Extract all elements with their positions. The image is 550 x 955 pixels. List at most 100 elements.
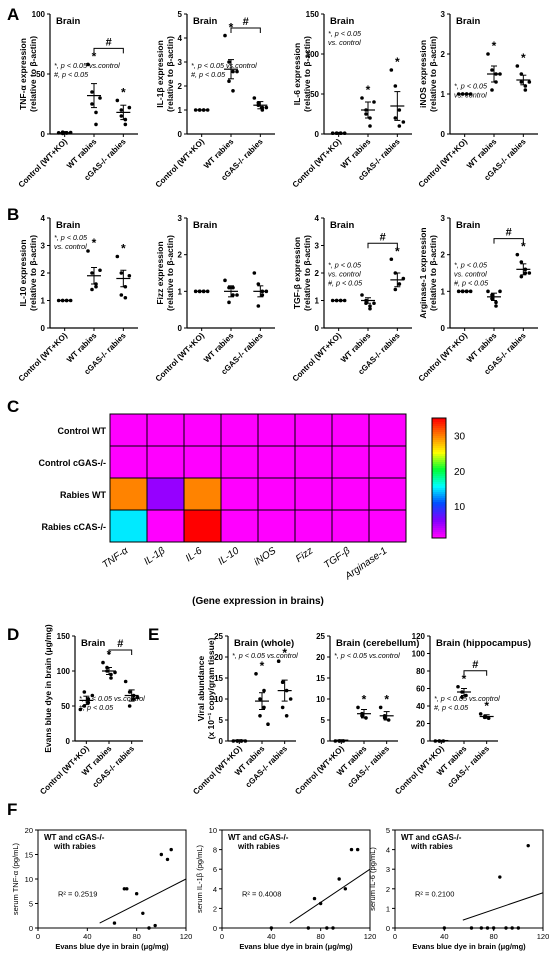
colorbar-segment: [432, 448, 446, 451]
heatmap-cell: [294, 413, 333, 447]
y-tick-label: 100: [57, 667, 71, 676]
hash-mark: #: [506, 227, 512, 239]
regression-line: [99, 878, 187, 924]
colorbar-tick-label: 10: [454, 502, 466, 513]
data-point: [90, 102, 94, 106]
y-tick-label: 120: [412, 632, 426, 641]
heatmap-cell: [220, 445, 259, 479]
data-point: [90, 693, 95, 698]
heatmap-col-label: TGF-β: [322, 545, 352, 571]
heatmap-cell: [368, 477, 407, 511]
colorbar-segment: [432, 492, 446, 495]
data-point: [337, 877, 341, 881]
data-point: [169, 847, 173, 852]
y-axis-label: IL-6 expression: [292, 43, 302, 105]
data-point: [368, 306, 372, 311]
y-tick-label: 4: [178, 34, 183, 43]
data-point: [258, 714, 262, 718]
y-tick-label: 4: [315, 214, 320, 223]
colorbar-segment: [432, 464, 446, 467]
colorbar-segment: [432, 500, 446, 503]
y-tick-label: 2: [315, 269, 320, 278]
x-tick-label: Control (WT+KO): [417, 331, 470, 384]
heatmap-cell: [368, 509, 407, 543]
colorbar-segment: [432, 512, 446, 515]
data-point: [490, 293, 494, 297]
data-point: [490, 68, 494, 72]
data-point: [343, 887, 348, 891]
regression-line: [289, 868, 371, 924]
data-point: [94, 122, 98, 127]
hash-bracket: [463, 670, 488, 676]
data-point: [523, 271, 528, 275]
hash-bracket: [93, 47, 124, 54]
colorbar-segment: [432, 530, 446, 533]
chart-title-2: with rabies: [237, 842, 280, 851]
y-tick-label: 1: [441, 287, 446, 296]
significance-legend: #, p < 0.05: [434, 703, 469, 712]
colorbar-segment: [432, 534, 446, 537]
data-point: [269, 926, 274, 930]
y-axis-label-2: (relative to β-actin): [428, 235, 438, 311]
heatmap-col-label: IL-6: [184, 545, 205, 564]
heatmap-cell: [331, 477, 370, 511]
data-point: [378, 705, 383, 710]
chart-title: WT and cGAS-/-: [44, 833, 105, 842]
data-point: [252, 96, 257, 100]
y-tick-label: 1: [315, 297, 320, 306]
data-point: [98, 96, 102, 100]
data-point: [504, 926, 508, 930]
heatmap-cell: [331, 445, 370, 479]
y-tick-label: 2: [386, 885, 390, 894]
heatmap-cell: [294, 445, 333, 479]
chart-title: Brain (whole): [234, 638, 294, 649]
y-tick-label: 1: [386, 904, 390, 913]
heatmap-cell: [146, 477, 185, 511]
y-axis-label: TGF-β expression: [292, 237, 302, 309]
y-tick-label: 0: [219, 737, 224, 746]
chart-title: Brain (cerebellum): [336, 638, 419, 649]
y-axis-label: Viral abundance: [196, 655, 206, 721]
data-point: [478, 712, 483, 716]
hash-bracket: [108, 649, 133, 655]
data-point: [331, 926, 335, 930]
data-point: [393, 84, 398, 88]
data-point: [306, 926, 311, 930]
y-tick-label: 25: [316, 632, 325, 641]
hash-bracket: [230, 27, 261, 33]
y-tick-label: 3: [441, 10, 446, 19]
colorbar-segment: [432, 508, 446, 511]
data-point: [231, 69, 235, 74]
y-tick-label: 2: [441, 50, 446, 59]
data-point: [456, 684, 460, 689]
data-point: [389, 68, 394, 72]
data-point: [498, 289, 502, 294]
data-point: [86, 62, 90, 67]
y-tick-label: 0: [441, 130, 446, 139]
y-tick-label: 3: [386, 865, 390, 874]
chart-title: Brain: [330, 220, 354, 231]
significance-star: *: [121, 85, 126, 99]
y-axis-label-2: (relative to β-actin): [165, 235, 175, 311]
significance-star: *: [384, 692, 389, 706]
significance-star: *: [462, 672, 467, 686]
data-point: [235, 293, 239, 297]
colorbar-segment: [432, 450, 446, 453]
significance-star: *: [260, 659, 265, 673]
x-tick-label: Control (WT+KO): [17, 331, 70, 384]
x-tick-label: 80: [132, 932, 140, 941]
colorbar-segment: [432, 486, 446, 489]
x-tick-label: Control (WT+KO): [154, 331, 207, 384]
significance-legend: #, p < 0.05: [454, 279, 489, 288]
heatmap-cell: [220, 477, 259, 511]
y-axis-label: serum IL-1β (pg/mL): [195, 844, 204, 913]
y-axis-label: IL-1β expression: [155, 40, 165, 108]
data-point: [372, 301, 376, 306]
data-point: [515, 252, 520, 257]
data-point: [260, 293, 265, 297]
